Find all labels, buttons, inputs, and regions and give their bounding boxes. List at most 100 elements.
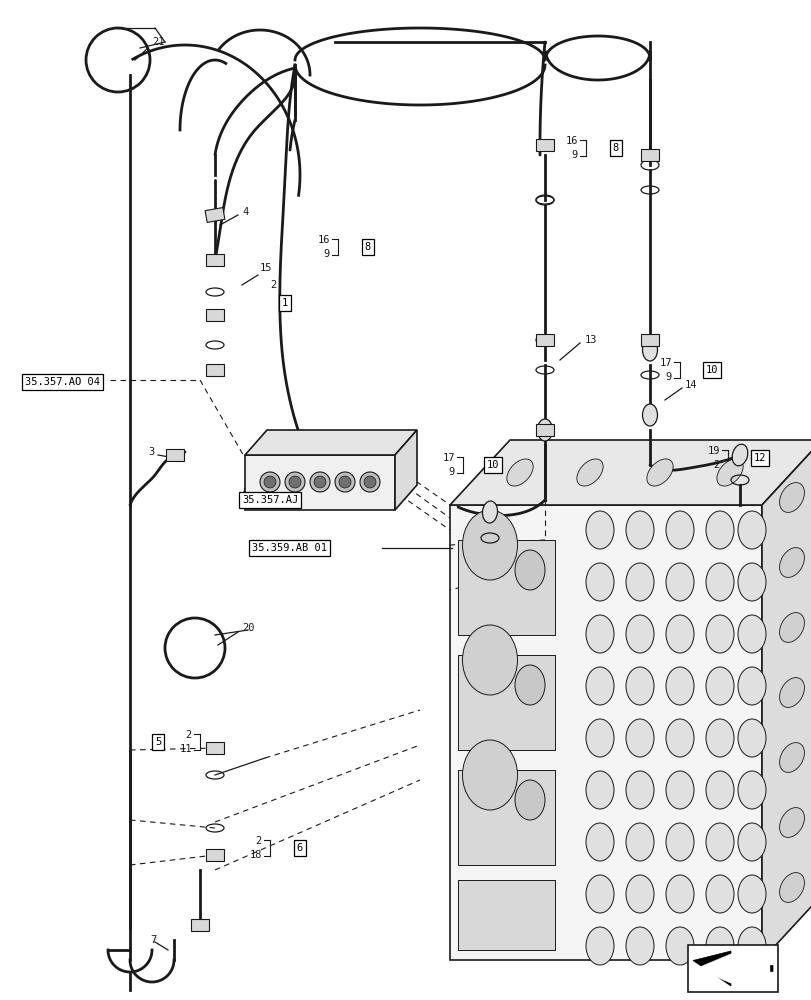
Ellipse shape — [705, 667, 733, 705]
Ellipse shape — [665, 511, 693, 549]
Text: 16
9: 16 9 — [564, 136, 577, 160]
Ellipse shape — [586, 667, 613, 705]
Polygon shape — [191, 919, 208, 931]
Ellipse shape — [586, 563, 613, 601]
Polygon shape — [245, 430, 417, 455]
Ellipse shape — [705, 927, 733, 965]
Ellipse shape — [514, 780, 544, 820]
Ellipse shape — [462, 625, 517, 695]
Ellipse shape — [462, 740, 517, 810]
Polygon shape — [206, 742, 224, 754]
Ellipse shape — [514, 550, 544, 590]
Ellipse shape — [506, 459, 533, 486]
Ellipse shape — [716, 459, 742, 486]
Circle shape — [289, 476, 301, 488]
Ellipse shape — [586, 771, 613, 809]
Ellipse shape — [625, 719, 653, 757]
Text: 21: 21 — [152, 37, 165, 47]
Ellipse shape — [705, 511, 733, 549]
Ellipse shape — [514, 665, 544, 705]
Circle shape — [310, 472, 329, 492]
Ellipse shape — [642, 339, 657, 361]
Text: 4: 4 — [242, 207, 248, 217]
Circle shape — [264, 476, 276, 488]
Ellipse shape — [625, 771, 653, 809]
Ellipse shape — [779, 808, 804, 837]
Ellipse shape — [737, 563, 765, 601]
Polygon shape — [761, 440, 811, 960]
Ellipse shape — [665, 615, 693, 653]
Polygon shape — [695, 953, 769, 984]
Polygon shape — [206, 309, 224, 321]
Ellipse shape — [646, 459, 672, 486]
Polygon shape — [394, 430, 417, 510]
Polygon shape — [206, 254, 224, 266]
Polygon shape — [457, 880, 554, 950]
Ellipse shape — [586, 927, 613, 965]
Ellipse shape — [665, 563, 693, 601]
Ellipse shape — [642, 404, 657, 426]
Ellipse shape — [462, 510, 517, 580]
Text: 2
18: 2 18 — [249, 836, 262, 860]
Polygon shape — [457, 540, 554, 635]
Polygon shape — [245, 455, 394, 510]
Circle shape — [314, 476, 325, 488]
Text: 3: 3 — [148, 447, 154, 457]
Ellipse shape — [779, 678, 804, 707]
Polygon shape — [692, 951, 772, 986]
Text: 17
9: 17 9 — [442, 453, 454, 477]
Ellipse shape — [779, 483, 804, 512]
Circle shape — [285, 472, 305, 492]
Ellipse shape — [737, 667, 765, 705]
Text: 17
9: 17 9 — [659, 358, 672, 382]
Ellipse shape — [737, 927, 765, 965]
Text: 12: 12 — [753, 453, 766, 463]
Ellipse shape — [665, 719, 693, 757]
Text: 19
2: 19 2 — [706, 446, 719, 470]
Ellipse shape — [737, 511, 765, 549]
Ellipse shape — [586, 615, 613, 653]
Ellipse shape — [625, 823, 653, 861]
Polygon shape — [457, 770, 554, 865]
Polygon shape — [206, 849, 224, 861]
Text: 14: 14 — [684, 380, 697, 390]
Ellipse shape — [705, 771, 733, 809]
Text: 2: 2 — [270, 280, 276, 290]
Text: 8: 8 — [612, 143, 618, 153]
Ellipse shape — [705, 875, 733, 913]
Ellipse shape — [665, 771, 693, 809]
Ellipse shape — [625, 875, 653, 913]
Text: 20: 20 — [242, 623, 254, 633]
Text: 10: 10 — [705, 365, 718, 375]
Ellipse shape — [779, 873, 804, 902]
Text: 7: 7 — [150, 935, 156, 945]
Polygon shape — [640, 334, 659, 346]
Circle shape — [335, 472, 354, 492]
Ellipse shape — [625, 927, 653, 965]
Ellipse shape — [586, 511, 613, 549]
Polygon shape — [205, 208, 225, 222]
Ellipse shape — [537, 419, 551, 441]
Ellipse shape — [665, 823, 693, 861]
Ellipse shape — [705, 563, 733, 601]
Text: 15: 15 — [260, 263, 272, 273]
Text: 1: 1 — [281, 298, 288, 308]
Circle shape — [338, 476, 350, 488]
Text: 8: 8 — [364, 242, 371, 252]
Ellipse shape — [779, 548, 804, 577]
Ellipse shape — [625, 563, 653, 601]
Ellipse shape — [737, 875, 765, 913]
Polygon shape — [206, 364, 224, 376]
Text: 10: 10 — [486, 460, 499, 470]
Ellipse shape — [482, 501, 497, 523]
Ellipse shape — [665, 927, 693, 965]
Polygon shape — [535, 334, 553, 346]
Circle shape — [260, 472, 280, 492]
Ellipse shape — [779, 613, 804, 642]
Ellipse shape — [665, 875, 693, 913]
Text: 2
11: 2 11 — [179, 730, 191, 754]
Ellipse shape — [732, 444, 747, 466]
Ellipse shape — [586, 823, 613, 861]
Text: 35.357.AO 04: 35.357.AO 04 — [25, 377, 100, 387]
Polygon shape — [449, 440, 811, 505]
